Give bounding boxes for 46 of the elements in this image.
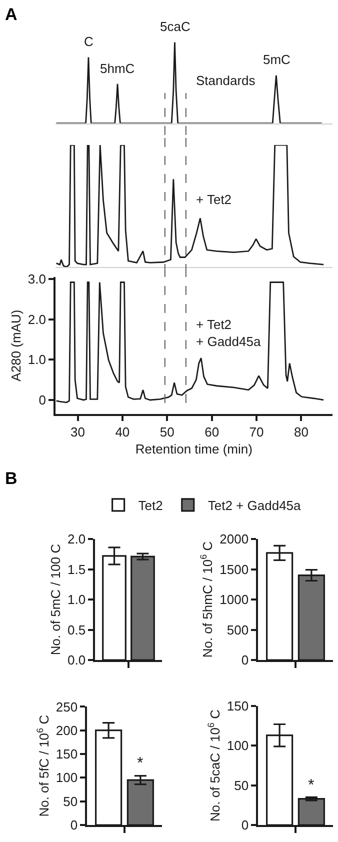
x-tick-label: 50 [160,424,174,440]
chart-title: A [5,5,18,24]
x-tick-label: 60 [204,424,220,440]
y-tick-label: 2000 [220,532,249,547]
y-tick-label: 100 [226,738,249,754]
x-tick-label: 80 [294,424,308,440]
y-tick-label: 1.0 [28,352,46,368]
annotation: 5caC [160,19,190,34]
y-tick-label: 2.0 [68,532,86,547]
y-axis-title: A280 (mAU) [8,310,24,382]
annotation: 5hmC [100,61,135,76]
x-tick-label: 40 [115,424,130,440]
annotation: C [84,34,94,49]
y-tick-label: 0.5 [68,622,86,638]
y-tick-label: 0.0 [68,652,86,668]
y-tick-label: 150 [56,746,78,762]
y-tick-label: 200 [56,722,78,738]
x-tick-label: 70 [249,424,264,440]
y-tick-label: 100 [56,770,78,786]
y-tick-label: 3.0 [28,272,46,287]
chart-title: B [5,469,18,488]
y-tick-label: 0 [38,392,46,408]
series-label: + Tet2 [196,192,232,207]
annotation: 5mC [263,52,290,67]
x-tick-label: 30 [70,424,85,440]
legend-label: Tet2 + Gadd45a [208,498,302,514]
y-tick-label: 0 [241,818,249,833]
y-tick-label: 150 [226,698,249,714]
annotation: * [137,755,144,772]
series-label: + Tet2 + Gadd45a [196,317,262,349]
legend-label: Tet2 [138,498,163,514]
y-tick-label: 0 [70,818,78,833]
y-tick-label: 2.0 [28,312,46,327]
y-tick-label: 1.0 [68,592,86,608]
y-tick-label: 1.5 [68,562,86,577]
annotation: * [308,777,314,794]
y-tick-label: 1500 [220,562,249,577]
x-axis-title: Retention time (min) [135,442,252,457]
y-tick-label: 50 [63,794,78,809]
y-tick-label: 500 [226,622,249,638]
y-tick-label: 50 [234,778,249,793]
series-label: Standards [196,73,256,88]
y-axis-title: No. of 5mC / 100 C [48,544,63,656]
y-tick-label: 250 [56,699,78,714]
y-tick-label: 1000 [220,592,249,608]
y-tick-label: 0 [241,652,249,668]
